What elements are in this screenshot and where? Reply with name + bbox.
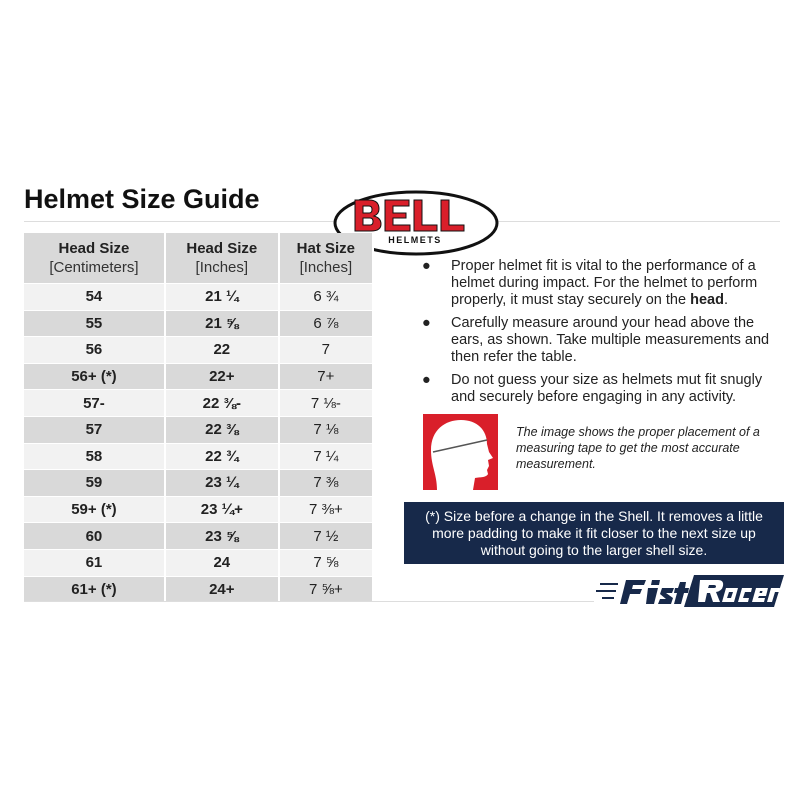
table-cell: 6 ¾ bbox=[278, 283, 375, 311]
fastracer-logo bbox=[596, 575, 784, 607]
bullet-item: ● Carefully measure around your head abov… bbox=[422, 315, 770, 365]
table-cell: 7 ¼ bbox=[278, 442, 375, 470]
header-main: Head Size bbox=[58, 240, 130, 257]
table-cell: 57 bbox=[24, 415, 166, 444]
table-cell: 7 ⅜ bbox=[278, 469, 375, 497]
right-column: ● Proper helmet fit is vital to the perfo… bbox=[404, 258, 788, 610]
header-unit: [Inches] bbox=[195, 259, 249, 276]
table-row: 61 24 7 ⅝ bbox=[24, 548, 375, 577]
table-cell: 6 ⅞ bbox=[278, 309, 375, 337]
table-cell: 57- bbox=[24, 389, 166, 417]
table-row: 56 22 7 bbox=[24, 336, 375, 364]
column-header: Head Size [Centimeters] bbox=[24, 233, 166, 284]
table-cell: 56+ (*) bbox=[24, 362, 166, 390]
table-cell: 59 bbox=[24, 469, 166, 497]
table-cell: 23 ¼+ bbox=[164, 495, 280, 523]
header-main: Head Size bbox=[186, 240, 258, 257]
table-cell: 56 bbox=[24, 336, 166, 364]
table-cell: 7 bbox=[278, 336, 375, 364]
table-cell: 7+ bbox=[278, 362, 375, 390]
table-cell: 22 ⅜ bbox=[164, 415, 280, 444]
table-cell: 55 bbox=[24, 309, 166, 337]
column-header: Head Size [Inches] bbox=[164, 233, 280, 284]
table-cell: 7 ⅝+ bbox=[278, 575, 375, 603]
table-cell: 24 bbox=[164, 548, 280, 577]
table-cell: 24+ bbox=[164, 575, 280, 603]
table-cell: 61 bbox=[24, 548, 166, 577]
table-cell: 21 ¼ bbox=[164, 283, 280, 311]
table-row: 57- 22 ⅜- 7 ⅛- bbox=[24, 389, 375, 417]
table-cell: 22 bbox=[164, 336, 280, 364]
table-cell: 7 ⅜+ bbox=[278, 495, 375, 523]
svg-text:HELMETS: HELMETS bbox=[388, 235, 442, 245]
table-cell: 7 ⅛- bbox=[278, 389, 375, 417]
table-cell: 61+ (*) bbox=[24, 575, 166, 603]
measurement-figure: The image shows the proper placement of … bbox=[423, 414, 788, 490]
table-cell: 7 ½ bbox=[278, 522, 375, 550]
header-unit: [Inches] bbox=[299, 259, 353, 276]
table-cell: 7 ⅝ bbox=[278, 548, 375, 577]
size-table: Head Size [Centimeters] Head Size [Inches] H… bbox=[24, 233, 375, 603]
table-cell: 59+ (*) bbox=[24, 495, 166, 523]
column-header: Hat Size [Inches] bbox=[278, 233, 375, 284]
table-cell: 7 ⅛ bbox=[278, 415, 375, 444]
table-cell: 54 bbox=[24, 283, 166, 311]
table-row: 56+ (*) 22+ 7+ bbox=[24, 362, 375, 390]
table-cell: 58 bbox=[24, 442, 166, 470]
table-row: 59+ (*) 23 ¼+ 7 ⅜+ bbox=[24, 495, 375, 523]
table-cell: 21 ⅝ bbox=[164, 309, 280, 337]
divider bbox=[24, 601, 594, 602]
table-cell: 60 bbox=[24, 522, 166, 550]
bullet-item: ● Do not guess your size as helmets mut f… bbox=[422, 372, 763, 405]
table-row: 61+ (*) 24+ 7 ⅝+ bbox=[24, 575, 375, 603]
header-main: Hat Size bbox=[296, 240, 356, 257]
head-measurement-icon bbox=[423, 414, 498, 490]
image-caption: The image shows the proper placement of … bbox=[516, 425, 760, 471]
table-cell: 23 ⅝ bbox=[164, 522, 280, 550]
table-cell: 22+ bbox=[164, 362, 280, 390]
bullet-icon: ● bbox=[422, 258, 431, 274]
shell-size-note: (*) Size before a change in the Shell. I… bbox=[404, 502, 784, 564]
fit-instructions: ● Proper helmet fit is vital to the perfo… bbox=[420, 258, 788, 412]
table-cell: 22 ¾ bbox=[164, 442, 280, 470]
bullet-icon: ● bbox=[422, 372, 431, 388]
bullet-icon: ● bbox=[422, 315, 431, 331]
bullet-item: ● Proper helmet fit is vital to the perfo… bbox=[422, 258, 758, 308]
bell-helmets-logo: HELMETS bbox=[333, 190, 499, 256]
table-cell: 22 ⅜- bbox=[164, 389, 280, 417]
header-unit: [Centimeters] bbox=[49, 259, 139, 276]
page-title: Helmet Size Guide bbox=[24, 184, 260, 214]
table-cell: 23 ¼ bbox=[164, 469, 280, 497]
